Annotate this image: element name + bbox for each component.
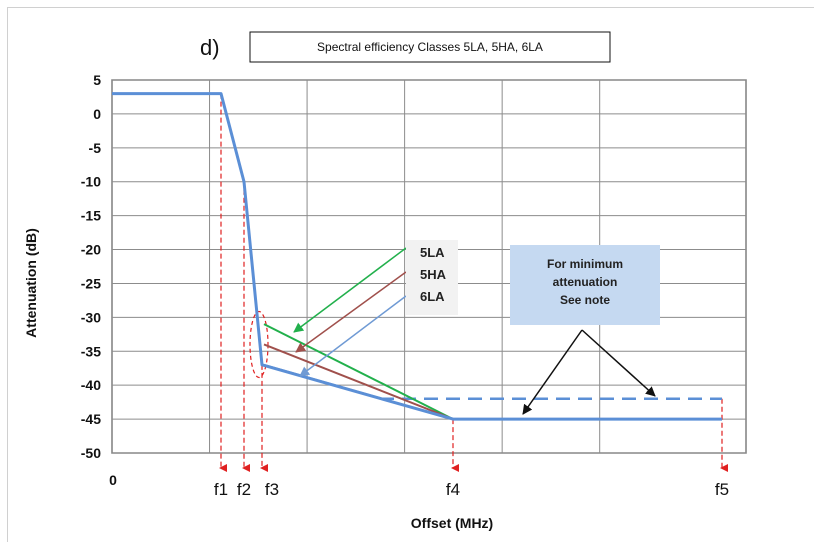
x-tick-label: f3 xyxy=(265,480,279,499)
class-label-5ha: 5HA xyxy=(420,267,447,282)
note-line-3: See note xyxy=(560,293,610,307)
arrow-6la xyxy=(299,295,407,377)
class-label-box xyxy=(406,240,458,315)
frequency-markers xyxy=(219,93,728,472)
note-line-1: For minimum xyxy=(547,257,623,271)
y-tick-label: -25 xyxy=(81,275,101,291)
class-segment-5ha xyxy=(263,343,454,421)
x-tick-label-origin: 0 xyxy=(109,472,117,488)
x-tick-label: f2 xyxy=(237,480,251,499)
x-axis-title: Offset (MHz) xyxy=(411,515,493,531)
y-tick-label: -10 xyxy=(81,174,101,190)
y-axis-title: Attenuation (dB) xyxy=(23,228,39,338)
y-tick-label: -45 xyxy=(81,411,101,427)
note-box xyxy=(510,245,660,325)
y-tick-label: -40 xyxy=(81,377,101,393)
y-tick-labels: 5 0 -5 -10 -15 -20 -25 -30 -35 -40 -45 -50 xyxy=(81,72,101,461)
series-layer xyxy=(112,92,722,421)
y-tick-label: -50 xyxy=(81,445,101,461)
y-tick-label: 5 xyxy=(93,72,101,88)
y-tick-label: -5 xyxy=(89,140,102,156)
class-segment-5la xyxy=(263,323,454,420)
annotations xyxy=(293,247,656,415)
chart-title: Spectral efficiency Classes 5LA, 5HA, 6L… xyxy=(317,40,543,54)
note-arrow-dashed-line xyxy=(581,329,656,397)
f3-highlight-ellipse xyxy=(249,310,269,379)
x-tick-label: f1 xyxy=(214,480,228,499)
title-box xyxy=(249,31,611,63)
x-tick-labels: 0 f1 f2 f3 f4 f5 xyxy=(109,472,729,499)
mask-line xyxy=(112,92,722,421)
class-label-6la: 6LA xyxy=(420,289,445,304)
x-tick-label: f5 xyxy=(715,480,729,499)
note-line-2: attenuation xyxy=(553,275,618,289)
class-label-5la: 5LA xyxy=(420,245,445,260)
y-tick-label: -30 xyxy=(81,309,101,325)
y-tick-label: -20 xyxy=(81,242,101,258)
arrow-5ha xyxy=(295,271,407,353)
panel-label: d) xyxy=(200,35,220,60)
y-tick-label: 0 xyxy=(93,106,101,122)
x-tick-label: f4 xyxy=(446,480,460,499)
note-arrow-min-line xyxy=(522,329,583,415)
arrow-5la xyxy=(293,247,407,333)
chart-frame xyxy=(7,7,814,542)
y-tick-label: -35 xyxy=(81,343,101,359)
y-tick-label: -15 xyxy=(81,208,101,224)
